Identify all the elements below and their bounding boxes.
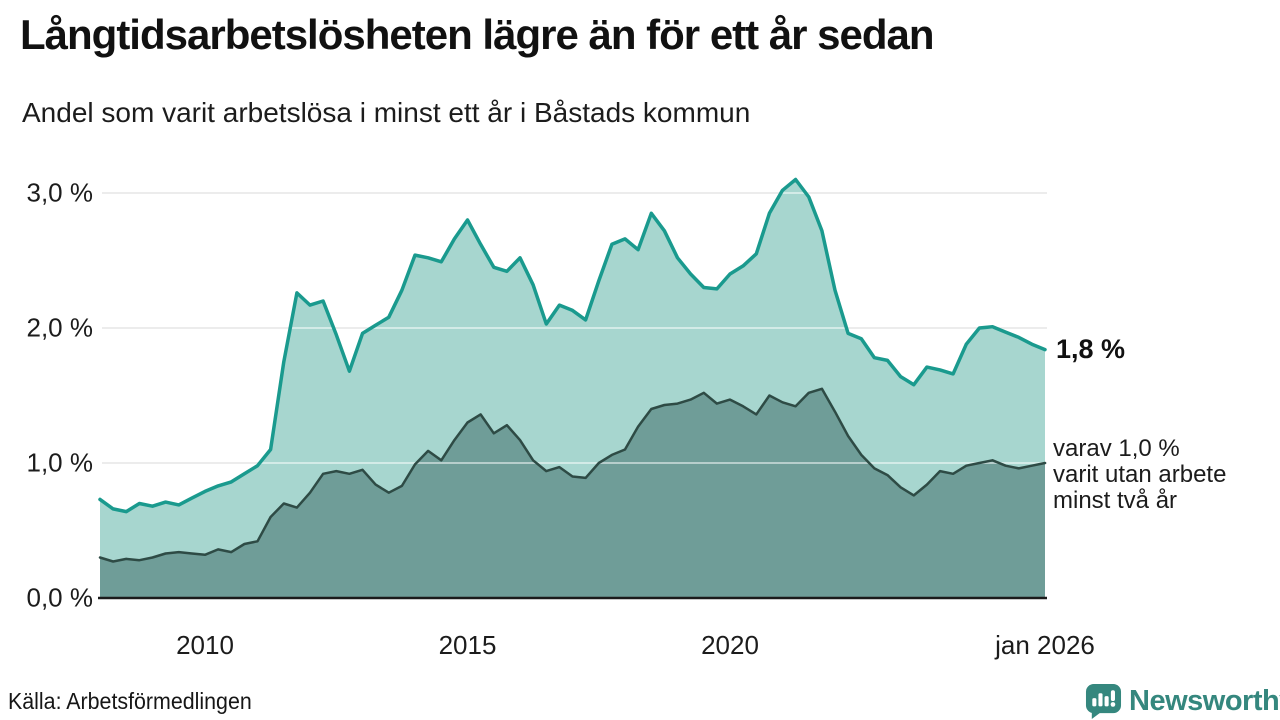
x-tick-label: jan 2026 — [995, 630, 1095, 660]
newsworthy-speech-bubble-chart-icon — [1085, 683, 1122, 720]
y-tick-label: 1,0 % — [26, 447, 94, 478]
y-tick-label: 0,0 % — [26, 582, 94, 613]
newsworthy-logo: Newsworthy — [1085, 683, 1280, 720]
source-note: Källa: Arbetsförmedlingen — [8, 688, 252, 714]
y-tick-label: 2,0 % — [26, 312, 94, 343]
x-tick-label: 2015 — [438, 630, 497, 660]
page-title: Långtidsarbetslösheten lägre än för ett … — [20, 11, 935, 58]
newsworthy-wordmark: Newsworthy — [1129, 685, 1280, 717]
x-tick-label: 2010 — [176, 630, 234, 660]
x-tick-label: 2020 — [701, 630, 759, 660]
series-end-detail-line: minst två år — [1053, 487, 1178, 514]
y-tick-label: 3,0 % — [26, 177, 94, 208]
series-end-value-label: 1,8 % — [1056, 333, 1126, 364]
series-end-detail-line: varit utan arbete — [1053, 461, 1227, 488]
series-end-detail-line: varav 1,0 % — [1053, 435, 1180, 462]
series-end-detail-label: varav 1,0 % varit utan arbete minst två år — [1053, 436, 1226, 514]
page-subtitle: Andel som varit arbetslösa i minst ett å… — [22, 97, 751, 128]
